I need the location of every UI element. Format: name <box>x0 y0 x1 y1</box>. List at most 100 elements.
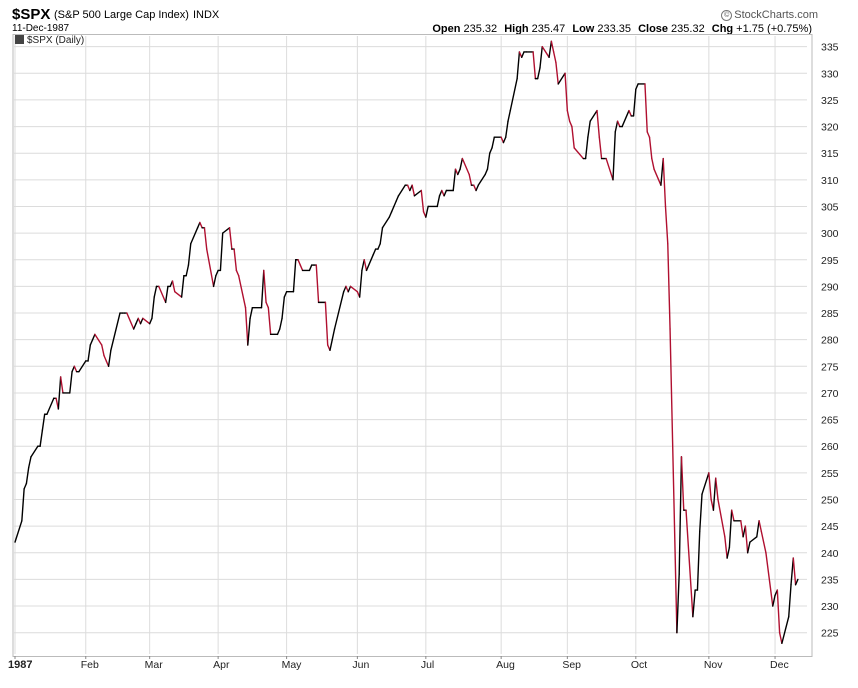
price-segment <box>349 285 359 293</box>
price-segment <box>436 195 441 208</box>
price-segment <box>651 157 655 170</box>
price-segment <box>644 83 648 133</box>
price-segment <box>377 243 381 250</box>
price-segment <box>358 269 363 298</box>
price-series <box>14 40 799 645</box>
price-segment <box>509 77 518 112</box>
y-tick-label: 295 <box>821 255 839 267</box>
price-segment <box>228 227 233 250</box>
price-segment <box>180 275 185 298</box>
price-segment <box>744 525 749 554</box>
price-segment <box>692 589 696 618</box>
price-segment <box>541 45 550 59</box>
price-segment <box>491 136 496 149</box>
price-segment <box>249 307 254 320</box>
y-tick-label: 315 <box>821 148 839 160</box>
price-segment <box>699 493 703 533</box>
price-segment <box>516 51 521 80</box>
price-segment <box>247 317 251 346</box>
price-segment <box>153 285 158 298</box>
price-segment <box>331 328 336 341</box>
price-segment <box>715 477 719 501</box>
price-segment <box>781 616 790 645</box>
price-segment <box>363 259 368 272</box>
price-segment <box>701 472 710 495</box>
price-segment <box>260 269 265 309</box>
x-tick-label: Feb <box>81 659 99 671</box>
price-segment <box>101 344 105 357</box>
price-segment <box>550 40 555 53</box>
price-segment <box>667 243 671 330</box>
copyright-icon: © <box>721 10 733 21</box>
price-segment <box>158 285 167 304</box>
x-tick-label: Sep <box>562 659 581 671</box>
price-segment <box>297 259 302 266</box>
price-segment <box>151 296 155 320</box>
x-tick-label: Jul <box>421 659 434 671</box>
x-tick-label: Jun <box>352 659 369 671</box>
price-segment <box>557 72 566 85</box>
price-segment <box>712 477 717 511</box>
price-segment <box>756 520 760 538</box>
price-segment <box>23 482 28 490</box>
price-segment <box>621 109 630 128</box>
price-segment <box>41 413 46 431</box>
price-segment <box>505 120 509 138</box>
price-segment <box>215 269 219 277</box>
price-segment <box>669 328 678 634</box>
price-segment <box>283 291 288 298</box>
price-segment <box>749 536 758 543</box>
price-segment <box>794 578 799 586</box>
price-segment <box>548 40 553 59</box>
y-tick-label: 225 <box>821 628 839 640</box>
exchange-label: INDX <box>192 9 220 21</box>
price-segment <box>532 51 537 80</box>
price-segment <box>587 120 591 138</box>
price-segment <box>717 498 726 538</box>
price-segment <box>87 344 92 362</box>
grid-lines <box>13 36 807 654</box>
x-axis: 1987 Feb Mar Apr May Jun Jul Aug Sep Oct Nov Dec <box>8 656 789 671</box>
y-tick-label: 275 <box>821 361 839 373</box>
x-tick-label: Oct <box>631 659 647 671</box>
price-segment <box>94 333 103 346</box>
price-segment <box>680 456 685 511</box>
y-tick-label: 335 <box>821 42 839 54</box>
price-segment <box>425 205 429 218</box>
y-tick-label: 230 <box>821 601 839 613</box>
price-segment <box>219 232 224 272</box>
price-segment <box>724 536 728 559</box>
price-segment <box>395 195 400 202</box>
low-label: Low <box>572 23 595 35</box>
price-segment <box>568 120 573 128</box>
y-tick-label: 245 <box>821 521 839 533</box>
price-segment <box>676 573 680 634</box>
legend-label: $SPX (Daily) <box>27 35 85 46</box>
price-segment <box>708 472 712 501</box>
price-segment <box>142 317 151 325</box>
price-segment <box>69 370 73 394</box>
price-segment <box>329 338 333 352</box>
price-segment <box>203 227 208 250</box>
price-segment <box>662 157 667 208</box>
price-segment <box>457 168 461 176</box>
price-segment <box>222 227 231 234</box>
series-legend: $SPX (Daily) <box>15 35 84 46</box>
price-segment <box>635 83 639 90</box>
price-segment <box>564 72 569 112</box>
price-segment <box>632 88 637 117</box>
stockcharts-credit[interactable]: © StockCharts.com <box>721 9 818 21</box>
price-segment <box>190 227 199 245</box>
price-segment <box>685 509 694 618</box>
price-segment <box>171 280 176 293</box>
price-segment <box>765 552 774 607</box>
price-segment <box>361 259 365 272</box>
price-segment <box>139 317 144 325</box>
price-segment <box>605 157 614 181</box>
y-tick-label: 260 <box>821 441 839 453</box>
price-segment <box>489 147 493 154</box>
price-segment <box>212 275 217 288</box>
price-segment <box>390 205 395 213</box>
price-segment <box>486 152 491 170</box>
